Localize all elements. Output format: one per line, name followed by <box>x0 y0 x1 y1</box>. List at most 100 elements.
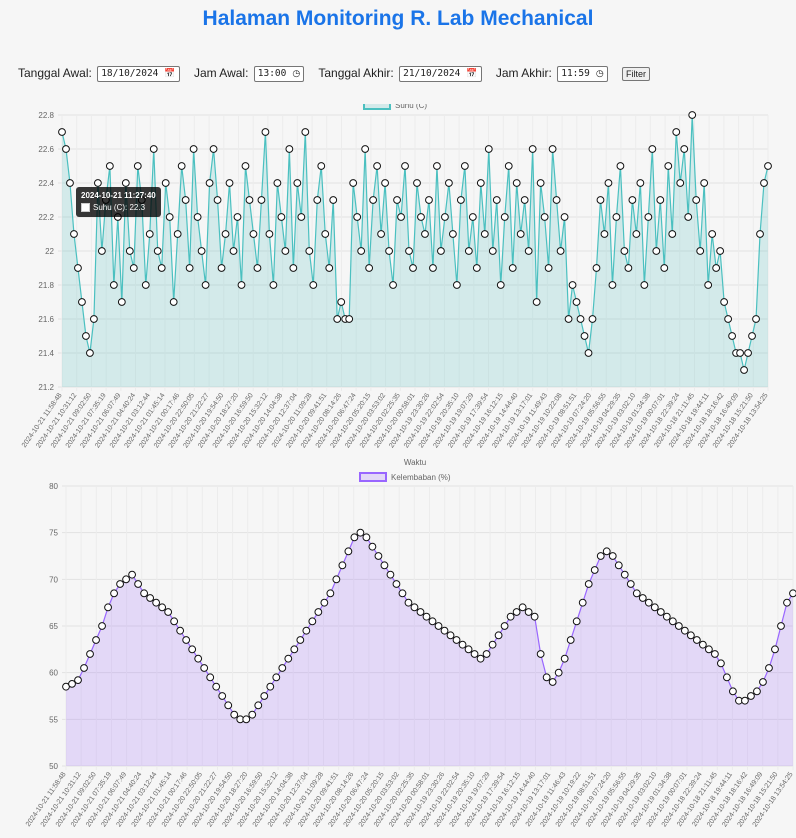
data-point <box>176 626 185 635</box>
data-point <box>544 264 553 272</box>
y-tick-label: 22.8 <box>38 111 54 120</box>
filter-bar: Tanggal Awal: 18/10/2024 📅 Jam Awal: 13:0… <box>18 66 651 82</box>
data-point <box>429 264 437 272</box>
data-point <box>297 213 306 221</box>
data-point <box>434 622 443 630</box>
data-point <box>612 213 621 221</box>
calendar-icon[interactable]: 📅 <box>164 69 176 79</box>
data-point <box>241 162 250 170</box>
y-tick-label: 75 <box>49 529 58 538</box>
start-date-label: Tanggal Awal: <box>18 66 92 81</box>
data-point <box>164 608 173 616</box>
legend-label: Suhu (C) <box>395 104 427 110</box>
data-point <box>92 636 100 644</box>
series-area <box>66 532 793 766</box>
data-point <box>206 673 215 682</box>
data-point <box>425 196 433 204</box>
data-point <box>189 145 198 153</box>
data-point <box>620 570 629 579</box>
data-point <box>560 213 569 221</box>
end-time-input[interactable]: 11:59 ◷ <box>557 66 608 82</box>
data-point <box>684 213 693 221</box>
data-point <box>365 264 374 272</box>
data-point <box>756 230 764 238</box>
data-point <box>458 640 467 649</box>
data-point <box>380 561 389 570</box>
data-point <box>158 603 167 612</box>
data-point <box>170 617 179 626</box>
data-point <box>212 682 221 691</box>
data-point <box>62 145 70 153</box>
data-point <box>321 230 330 238</box>
data-point <box>717 659 725 668</box>
data-point <box>640 281 649 289</box>
temperature-chart[interactable]: Suhu (C) 21.2 21.4 21.6 21.8 22 22.2 22.4 22.6 22… <box>0 104 796 470</box>
data-point <box>302 626 311 635</box>
data-point <box>777 622 785 630</box>
data-point <box>229 247 238 255</box>
data-point <box>121 179 130 187</box>
data-point <box>554 668 563 677</box>
clock-icon[interactable]: ◷ <box>292 69 301 79</box>
data-point <box>104 603 112 612</box>
data-point <box>540 213 549 221</box>
data-point <box>492 196 501 204</box>
data-point <box>213 196 222 204</box>
data-point <box>281 247 290 255</box>
data-point <box>374 552 383 560</box>
data-point <box>638 594 647 602</box>
data-point <box>385 247 393 255</box>
data-point <box>225 179 234 187</box>
data-point <box>273 179 282 187</box>
data-point <box>588 315 597 323</box>
data-point <box>584 580 593 588</box>
data-point <box>249 230 258 238</box>
data-point <box>632 589 641 598</box>
data-point <box>110 589 118 598</box>
data-point <box>218 692 227 700</box>
y-tick-label: 21.8 <box>38 281 54 290</box>
y-tick-label: 22.6 <box>38 145 54 154</box>
end-date-input[interactable]: 21/10/2024 📅 <box>399 66 482 82</box>
filter-button[interactable]: Filter <box>622 67 651 81</box>
start-date-input[interactable]: 18/10/2024 📅 <box>97 66 180 82</box>
data-point <box>80 664 88 672</box>
data-point <box>753 687 761 696</box>
data-point <box>656 196 665 204</box>
series-line <box>61 114 769 371</box>
data-point <box>284 654 293 663</box>
data-point <box>86 650 94 658</box>
data-point <box>66 179 74 187</box>
data-point <box>182 636 191 644</box>
data-point <box>301 128 310 136</box>
data-point <box>614 561 623 570</box>
y-tick-label: 50 <box>49 762 58 771</box>
calendar-icon[interactable]: 📅 <box>466 69 478 79</box>
data-point <box>82 332 90 340</box>
y-tick-label: 22.4 <box>38 179 54 188</box>
data-point <box>512 608 521 616</box>
start-time-label: Jam Awal: <box>193 66 249 81</box>
data-point <box>326 589 335 598</box>
data-point <box>86 349 94 357</box>
data-point <box>448 230 457 238</box>
data-point <box>70 230 78 238</box>
data-point <box>90 315 98 323</box>
clock-icon[interactable]: ◷ <box>595 69 604 79</box>
data-point <box>133 162 142 170</box>
data-point <box>257 196 266 204</box>
data-point <box>596 196 605 204</box>
data-point <box>381 179 389 187</box>
data-point <box>140 589 149 598</box>
data-point <box>636 179 645 187</box>
data-point <box>504 162 513 170</box>
data-point <box>508 264 517 272</box>
data-point <box>422 612 431 621</box>
y-tick-label: 21.4 <box>38 349 54 358</box>
data-point <box>765 664 773 672</box>
data-point <box>345 315 354 323</box>
data-point <box>185 264 194 272</box>
start-time-input[interactable]: 13:00 ◷ <box>253 66 305 82</box>
data-point <box>74 264 82 272</box>
